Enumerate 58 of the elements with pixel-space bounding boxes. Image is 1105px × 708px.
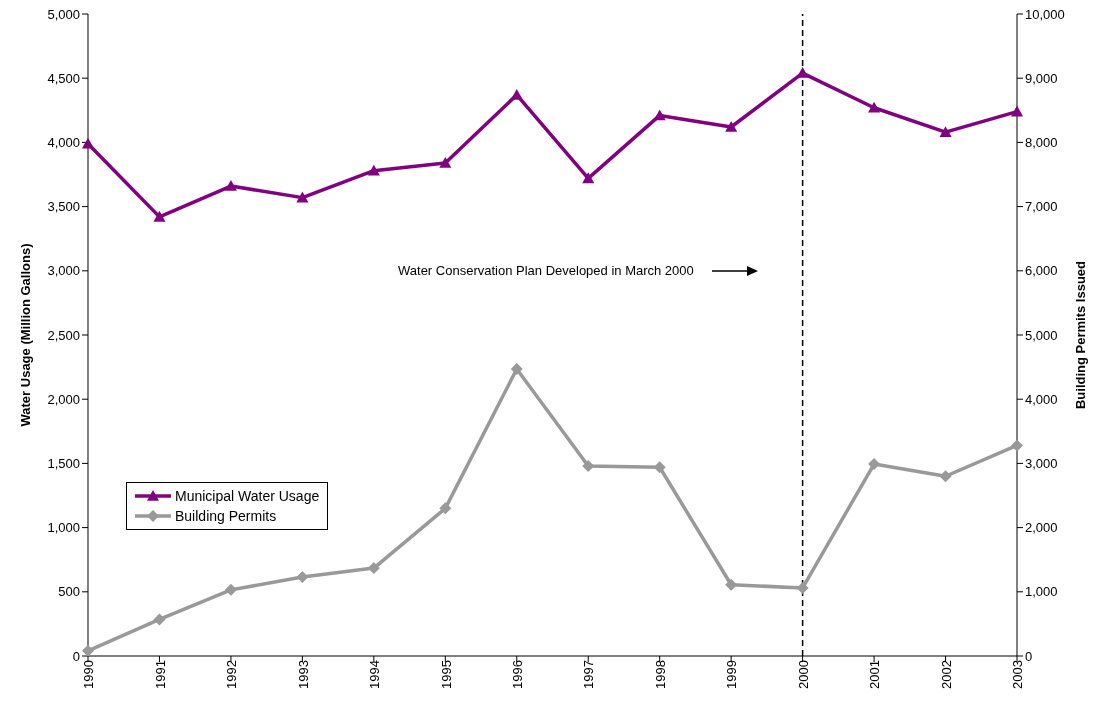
y-tick-label: 1,500 <box>47 456 80 472</box>
y2-tick-label: 7,000 <box>1025 199 1058 215</box>
y-axis-title: Water Usage (Million Gallons) <box>17 243 33 427</box>
y2-tick-label: 10,000 <box>1025 6 1065 22</box>
legend-label: Building Permits <box>175 507 277 526</box>
y2-tick-label: 9,000 <box>1025 70 1058 86</box>
x-tick-label: 1999 <box>724 660 740 689</box>
point <box>582 172 595 184</box>
point <box>153 613 166 626</box>
y2-tick-label: 1,000 <box>1025 584 1058 600</box>
point <box>296 571 309 584</box>
x-tick-label: 1992 <box>224 660 240 689</box>
point <box>439 156 452 168</box>
y-tick-label: 1,000 <box>47 520 80 536</box>
point <box>939 126 952 137</box>
y-tick-label: 2,500 <box>47 327 80 343</box>
legend-label: Municipal Water Usage <box>175 487 320 506</box>
y-tick-label: 3,000 <box>47 263 80 279</box>
point <box>939 470 952 483</box>
y-tick-label: 4,000 <box>47 135 80 151</box>
point <box>367 164 380 176</box>
y-tick-label: 3,500 <box>47 199 80 215</box>
point <box>224 583 237 596</box>
x-tick-label: 2003 <box>1010 660 1026 689</box>
y2-tick-label: 5,000 <box>1025 327 1058 343</box>
y2-axis-title: Building Permits Issued <box>1072 260 1088 410</box>
y2-tick-label: 4,000 <box>1025 391 1058 407</box>
x-tick-label: 1998 <box>652 660 668 689</box>
y2-tick-label: 0 <box>1025 648 1033 664</box>
y2-tick-label: 6,000 <box>1025 263 1058 279</box>
x-tick-label: 2001 <box>867 660 883 689</box>
y-tick-label: 0 <box>72 648 80 664</box>
annotation: Water Conservation Plan Developed in March 2000 <box>398 263 694 278</box>
point <box>153 210 166 222</box>
x-tick-label: 1996 <box>510 660 525 689</box>
x-tick-label: 2000 <box>795 660 811 689</box>
x-tick-label: 1995 <box>438 660 454 689</box>
y-tick-label: 4,500 <box>47 70 80 86</box>
y2-tick-label: 3,000 <box>1025 456 1058 472</box>
point <box>296 191 309 203</box>
x-tick-label: 2002 <box>938 660 954 689</box>
y-tick-label: 500 <box>58 584 80 600</box>
point <box>510 363 523 376</box>
point <box>224 180 237 191</box>
x-tick-label: 1991 <box>152 660 168 689</box>
x-tick-label: 1997 <box>581 660 597 689</box>
point <box>510 88 523 100</box>
point <box>1011 439 1023 452</box>
y-tick-label: 5,000 <box>47 6 80 22</box>
point <box>868 101 881 113</box>
y2-tick-label: 8,000 <box>1025 135 1058 151</box>
y-tick-label: 2,000 <box>47 391 80 407</box>
point <box>868 458 881 471</box>
x-tick-label: 1994 <box>367 660 383 689</box>
point <box>439 502 452 515</box>
y2-tick-label: 2,000 <box>1025 520 1058 536</box>
x-tick-label: 1990 <box>81 660 97 689</box>
x-tick-label: 1993 <box>295 660 311 689</box>
